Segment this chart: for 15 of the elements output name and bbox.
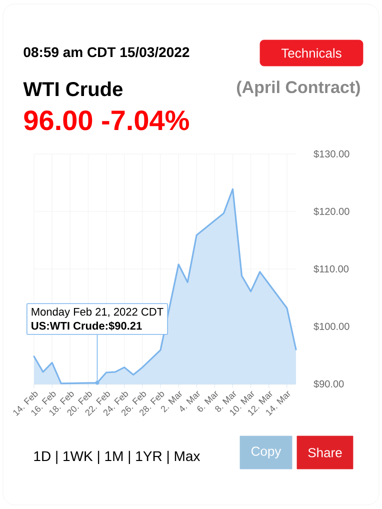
chart-title: WTI Crude	[23, 82, 122, 96]
y-tick-label: $90.00	[314, 380, 344, 388]
y-tick-label: $100.00	[314, 322, 350, 331]
y-tick-label: $120.00	[314, 207, 350, 216]
text: 96.00 -7.04%	[24, 110, 189, 130]
text: 1D | 1WK | 1M | 1YR | Max	[34, 450, 200, 464]
annotation: US:WTI Crude:$90.21	[32, 321, 142, 330]
text: 08:59 am CDT 15/03/2022	[24, 46, 190, 58]
y-tick-label: $110.00	[314, 264, 349, 274]
text: Technicals	[281, 48, 342, 58]
annotation: Monday Feb 21, 2022 CDT	[32, 308, 164, 318]
y-tick-label: $130.00	[314, 150, 350, 158]
text: Copy	[251, 446, 282, 458]
chart-subtitle: (April Contract)	[236, 80, 360, 97]
text: Share	[308, 448, 342, 458]
